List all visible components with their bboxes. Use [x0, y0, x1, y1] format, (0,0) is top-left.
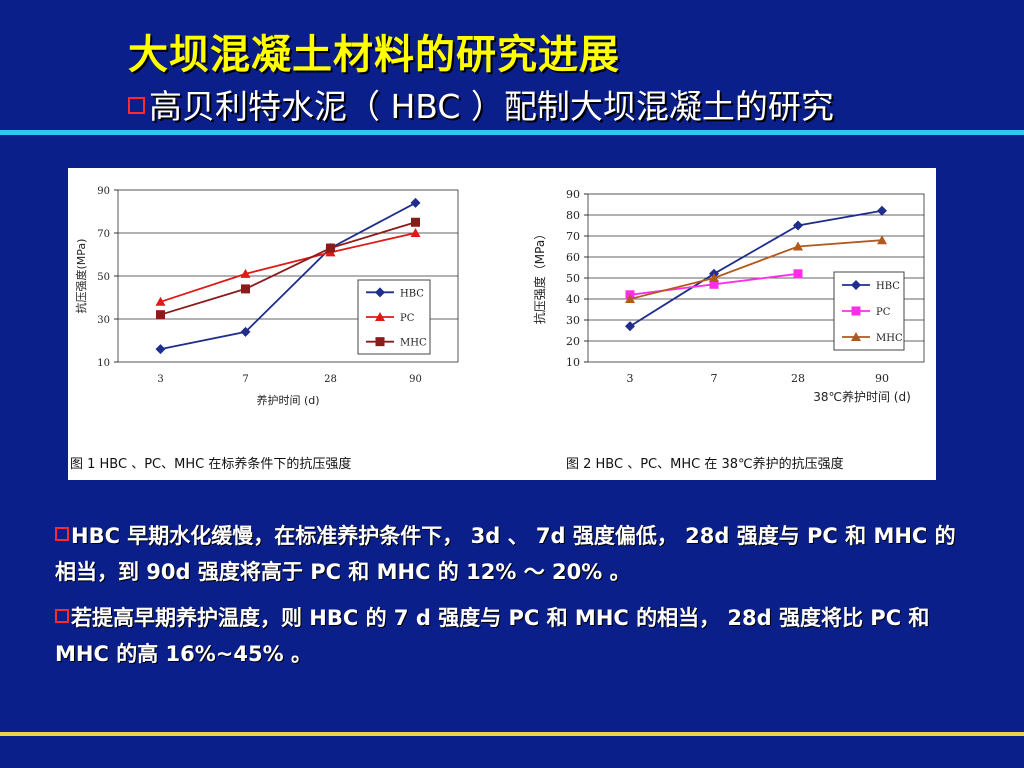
legend-marker-hbc: [375, 287, 385, 298]
data-point-mhc: [156, 310, 165, 320]
y-tick-label: 40: [566, 293, 580, 306]
x-tick-label: 7: [711, 372, 718, 385]
top-divider: [0, 130, 1024, 135]
data-point-mhc: [793, 241, 803, 251]
legend-label-hbc: HBC: [876, 281, 900, 292]
data-point-pc: [709, 279, 719, 289]
legend-label-mhc: MHC: [400, 338, 427, 349]
data-point-mhc: [709, 273, 719, 282]
series-line-mhc: [629, 239, 883, 300]
legend-marker-mhc: [375, 337, 385, 347]
paragraph-1: HBC 早期水化缓慢，在标准养护条件下， 3d 、 7d 强度偏低， 28d 强…: [55, 518, 975, 590]
x-tick-label: 3: [157, 374, 163, 385]
legend-label-mhc: MHC: [876, 333, 903, 344]
data-point-hbc: [410, 197, 421, 208]
figure-caption: 图 2 HBC 、PC、MHC 在 38℃养护的抗压强度: [566, 456, 844, 472]
legend-marker-pc: [375, 312, 385, 321]
y-tick-label: 10: [97, 358, 110, 369]
y-tick-label: 10: [566, 356, 580, 369]
y-tick-label: 50: [97, 272, 110, 283]
x-tick-label: 3: [627, 372, 634, 385]
data-point-hbc: [793, 220, 803, 231]
square-bullet-icon: [128, 97, 145, 114]
paragraph-2: 若提高早期养护温度，则 HBC 的 7 d 强度与 PC 和 MHC 的相当， …: [55, 600, 975, 672]
data-point-pc: [410, 228, 421, 237]
bottom-divider: [0, 732, 1024, 736]
square-bullet-icon: [55, 609, 69, 623]
data-point-hbc: [155, 344, 166, 355]
x-tick-label: 90: [875, 372, 889, 385]
data-point-mhc: [411, 217, 420, 227]
body-text: HBC 早期水化缓慢，在标准养护条件下， 3d 、 7d 强度偏低， 28d 强…: [55, 518, 975, 682]
data-point-hbc: [625, 321, 635, 332]
legend-label-hbc: HBC: [400, 288, 424, 299]
chart-fig1: 10 30 50 70 90 3 7 28 90 养护时间 (d) 抗压强度(MPa) HBC PC MH…: [70, 186, 459, 472]
paragraph-2-text: 若提高早期养护温度，则 HBC 的 7 d 强度与 PC 和 MHC 的相当， …: [55, 606, 930, 666]
data-point-hbc: [877, 205, 887, 216]
y-tick-label: 90: [97, 186, 110, 197]
series-line-mhc: [160, 221, 416, 316]
data-point-mhc: [326, 243, 335, 253]
paragraph-1-text: HBC 早期水化缓慢，在标准养护条件下， 3d 、 7d 强度偏低， 28d 强…: [55, 524, 956, 584]
figure-caption: 图 1 HBC 、PC、MHC 在标养条件下的抗压强度: [70, 456, 351, 472]
data-point-hbc: [240, 326, 251, 337]
x-axis-label: 养护时间 (d): [256, 393, 319, 407]
series-line-pc: [160, 232, 416, 303]
x-tick-label: 90: [409, 374, 422, 385]
y-tick-label: 80: [566, 209, 580, 222]
y-tick-label: 90: [566, 188, 580, 201]
chart-fig2: 10 20 30 40 50 60 70 80 90 3 7 28 90 38℃养护时间 (d) 抗压强度（…: [532, 188, 925, 472]
y-tick-label: 20: [566, 335, 580, 348]
y-tick-label: 50: [566, 272, 580, 285]
data-point-pc: [155, 296, 166, 306]
legend-marker-hbc: [851, 280, 861, 290]
data-point-mhc: [241, 284, 250, 294]
legend-label-pc: PC: [400, 313, 415, 324]
y-axis-label: 抗压强度(MPa): [74, 239, 88, 314]
legend-marker-mhc: [851, 332, 861, 341]
data-point-pc: [793, 269, 803, 279]
x-tick-label: 28: [324, 374, 337, 385]
figure-panel: 10 30 50 70 90 3 7 28 90 养护时间 (d) 抗压强度(MPa) HBC PC MH…: [68, 168, 936, 480]
data-point-mhc: [877, 235, 887, 245]
square-bullet-icon: [55, 527, 69, 541]
legend-label-pc: PC: [876, 307, 891, 318]
y-tick-label: 30: [566, 314, 580, 327]
slide-title: 大坝混凝土材料的研究进展: [128, 32, 620, 78]
y-tick-label: 60: [566, 251, 580, 264]
data-point-mhc: [625, 294, 635, 303]
legend-marker-pc: [851, 306, 861, 316]
slide-subtitle: 高贝利特水泥（ HBC ）配制大坝混凝土的研究: [128, 80, 834, 128]
subtitle-text: 高贝利特水泥（ HBC ）配制大坝混凝土的研究: [149, 87, 834, 126]
y-tick-label: 70: [566, 230, 580, 243]
x-axis-label: 38℃养护时间 (d): [813, 389, 911, 404]
data-point-pc: [240, 268, 251, 278]
series-line-hbc: [629, 209, 883, 328]
x-tick-label: 7: [242, 374, 248, 385]
y-tick-label: 30: [97, 315, 110, 326]
x-tick-label: 28: [791, 372, 805, 385]
y-axis-label: 抗压强度（MPa）: [532, 228, 547, 324]
series-line-hbc: [160, 202, 416, 350]
y-tick-label: 70: [97, 229, 110, 240]
